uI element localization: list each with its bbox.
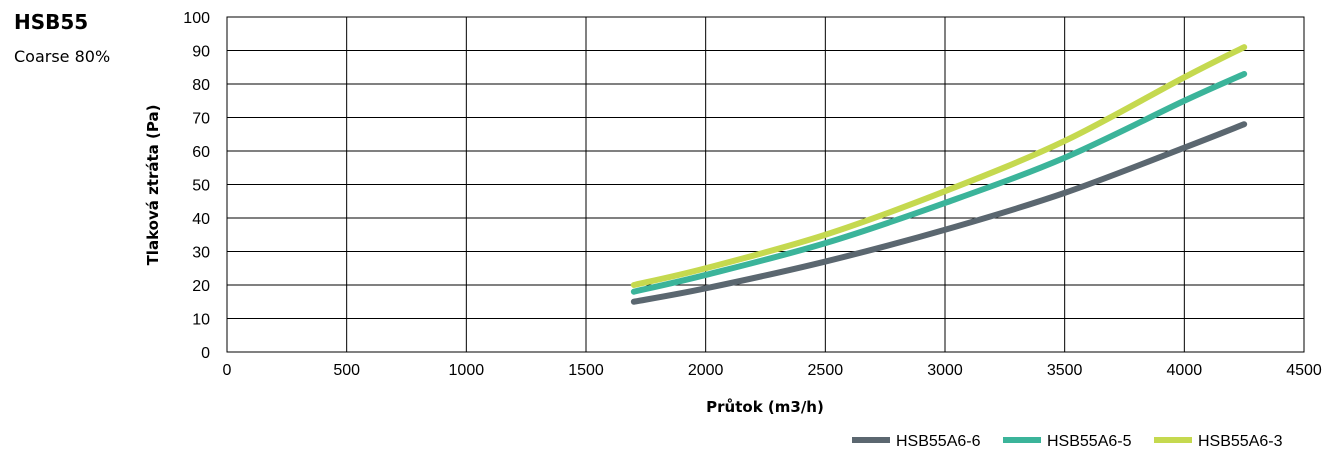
x-tick-label: 500 — [333, 362, 360, 379]
y-tick-label: 60 — [192, 144, 210, 161]
x-tick-label: 1000 — [449, 362, 485, 379]
y-tick-label: 100 — [183, 10, 210, 27]
x-tick-label: 4000 — [1167, 362, 1203, 379]
x-tick-label: 4500 — [1286, 362, 1322, 379]
legend-label: HSB55A6-5 — [1047, 433, 1132, 450]
y-tick-label: 10 — [192, 312, 210, 329]
y-tick-label: 0 — [201, 345, 210, 362]
y-axis-ticks: 0 10 20 30 40 50 60 70 80 90 100 — [183, 10, 210, 362]
y-tick-label: 90 — [192, 44, 210, 61]
y-tick-label: 40 — [192, 211, 210, 228]
x-tick-label: 0 — [223, 362, 232, 379]
x-tick-label: 2000 — [688, 362, 724, 379]
y-tick-label: 20 — [192, 278, 210, 295]
chart-grid — [226, 16, 1305, 353]
page-title: HSB55 — [14, 10, 89, 34]
x-tick-label: 2500 — [808, 362, 844, 379]
chart-series — [630, 44, 1248, 305]
y-axis-label: Tlaková ztráta (Pa) — [144, 105, 162, 266]
chart-legend: HSB55A6-6 HSB55A6-5 HSB55A6-3 — [852, 433, 1283, 450]
y-tick-label: 30 — [192, 245, 210, 262]
x-tick-label: 3000 — [927, 362, 963, 379]
x-tick-label: 3500 — [1047, 362, 1083, 379]
y-tick-label: 70 — [192, 111, 210, 128]
x-axis-label: Průtok (m3/h) — [706, 398, 824, 416]
x-tick-label: 1500 — [568, 362, 604, 379]
y-tick-label: 50 — [192, 178, 210, 195]
legend-label: HSB55A6-3 — [1198, 433, 1283, 450]
page-subtitle: Coarse 80% — [14, 47, 111, 66]
series-line-hsb55a6-3 — [630, 44, 1248, 288]
x-axis-ticks: 0 500 1000 1500 2000 2500 3000 3500 4000 4500 — [223, 362, 1322, 379]
legend-label: HSB55A6-6 — [896, 433, 981, 450]
series-line-hsb55a6-6 — [630, 121, 1248, 305]
y-tick-label: 80 — [192, 77, 210, 94]
series-line-hsb55a6-5 — [630, 70, 1248, 295]
